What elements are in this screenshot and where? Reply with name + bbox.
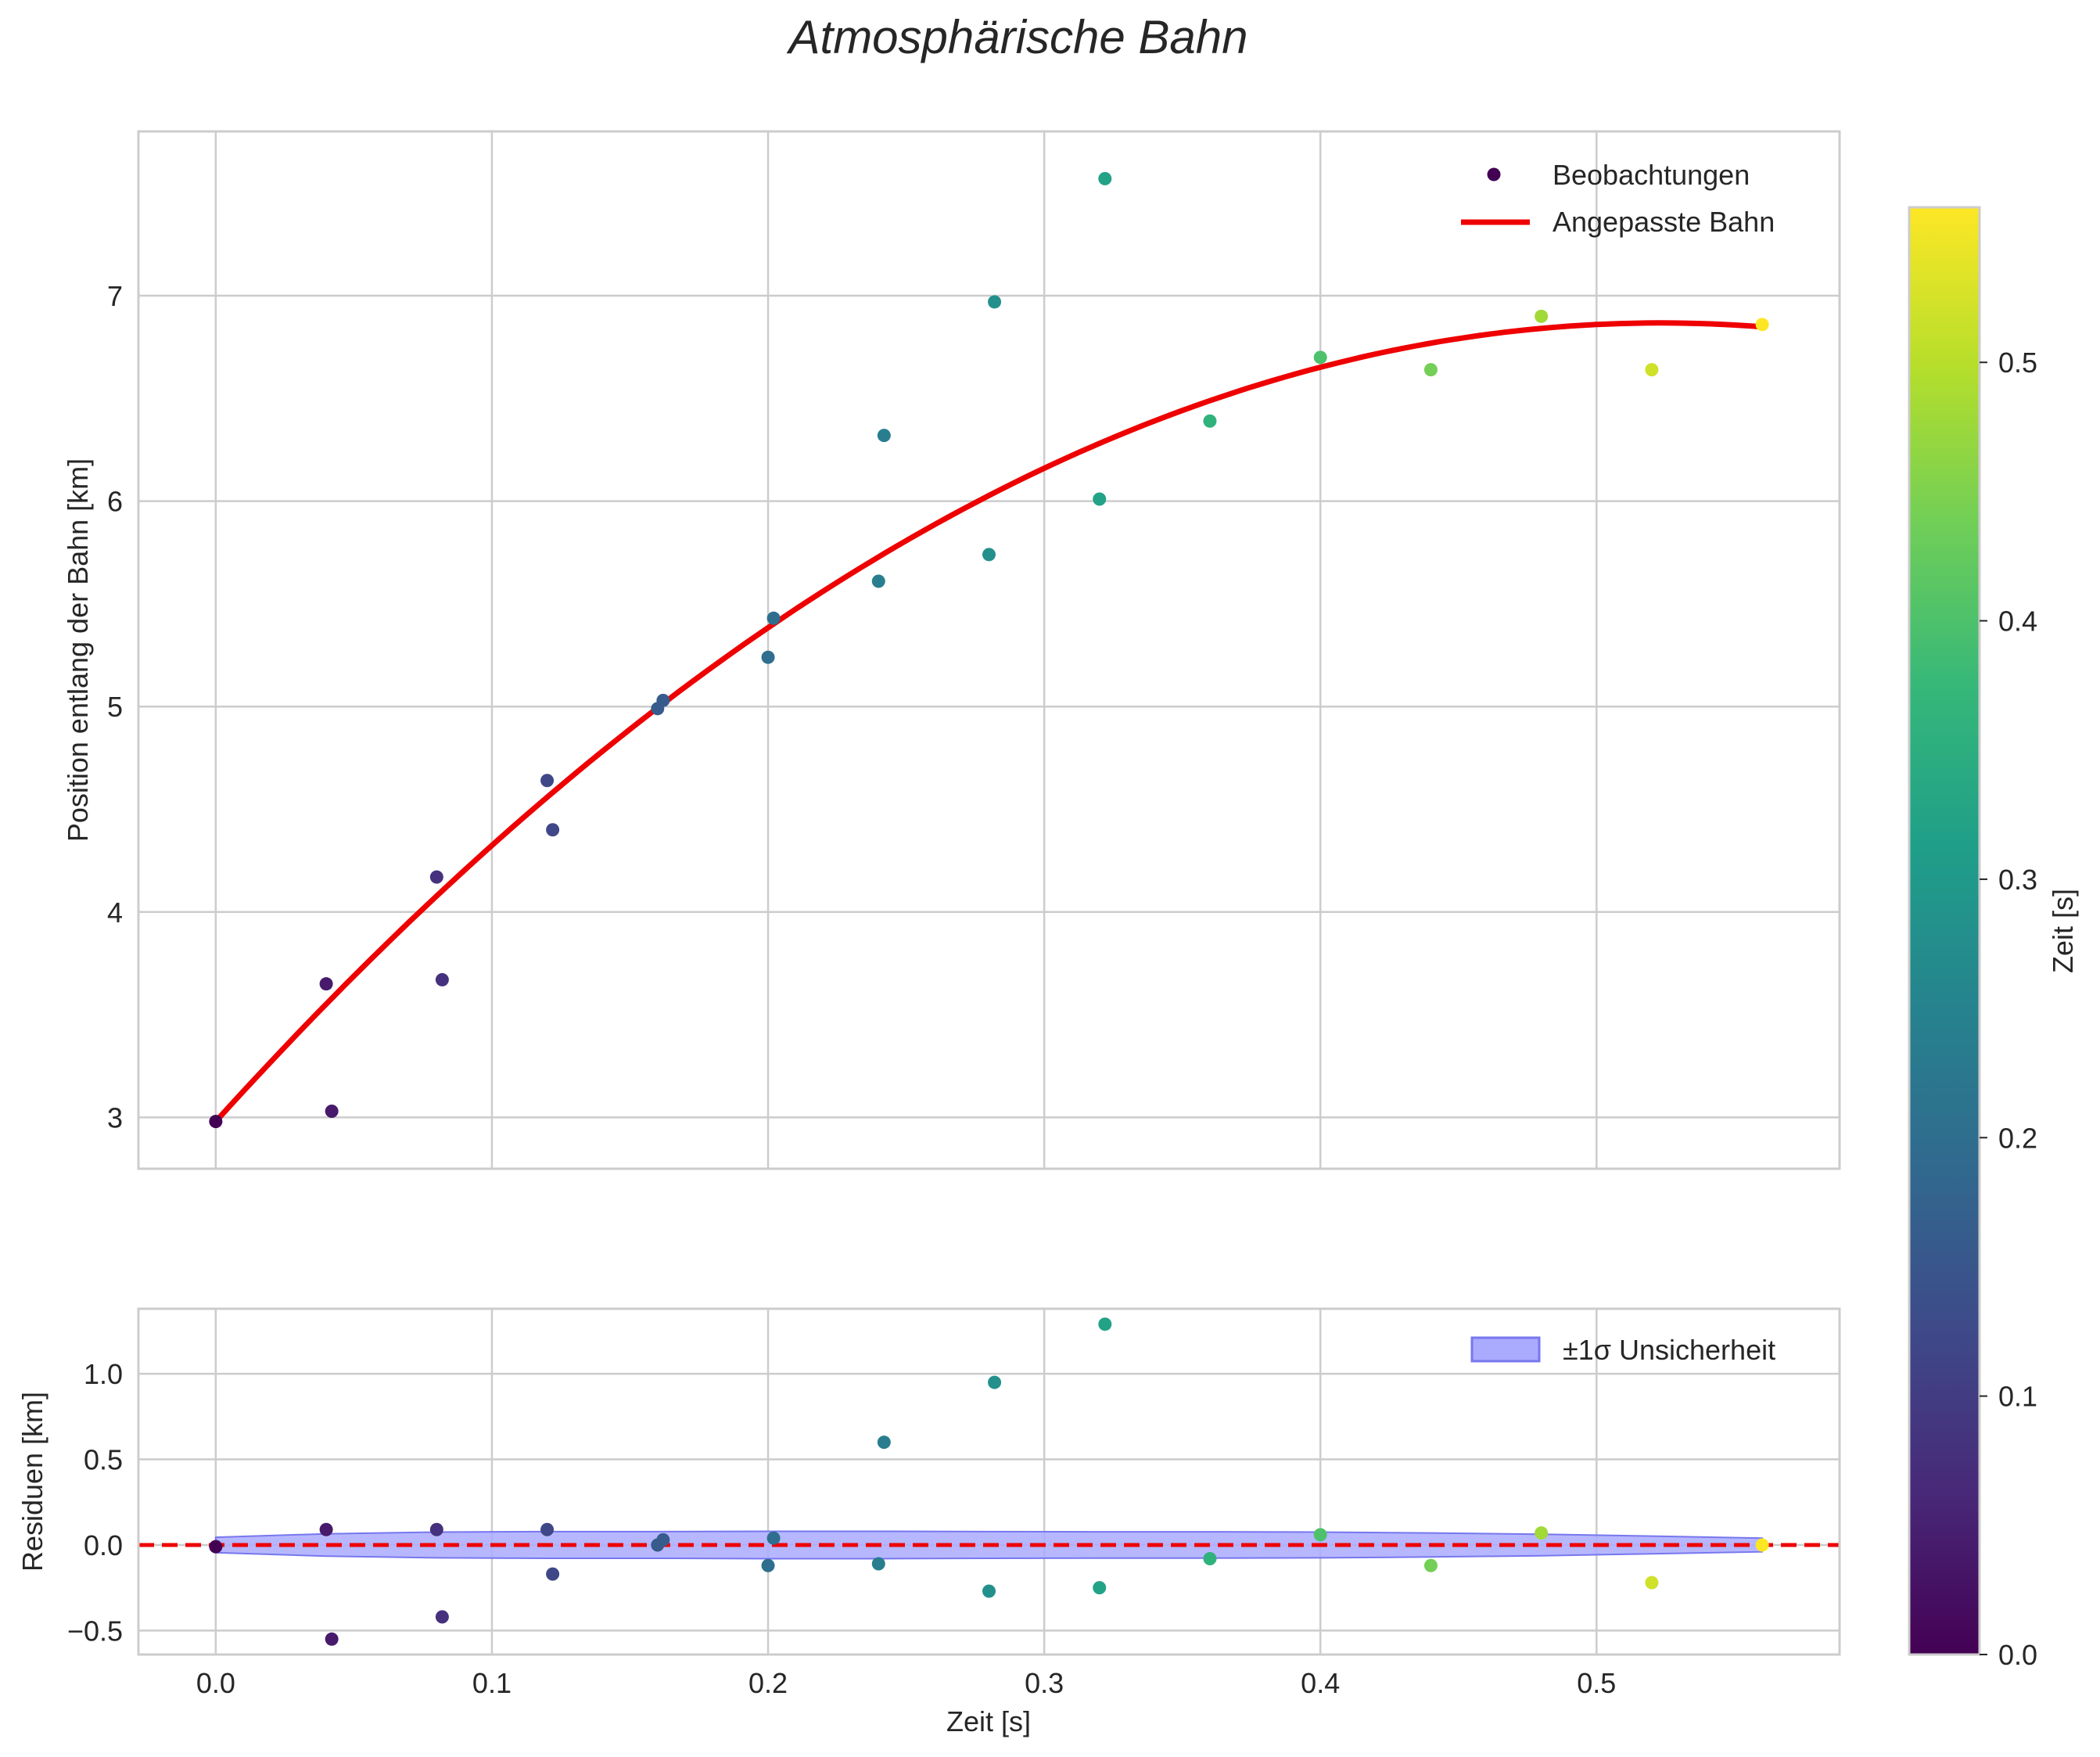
bottom-y-tick-label: 1.0 <box>84 1358 123 1390</box>
x-tick-label: 0.4 <box>1301 1667 1340 1699</box>
observation-point <box>1535 309 1549 323</box>
colorbar-tick-label: 0.5 <box>1998 347 2037 379</box>
bottom-y-tick-label: 0.5 <box>84 1444 123 1476</box>
residual-point <box>988 1375 1002 1389</box>
residual-point <box>325 1632 339 1646</box>
observation-point <box>209 1115 223 1129</box>
top-y-tick-label: 6 <box>107 486 123 518</box>
bottom-legend: ±1σ Unsicherheit <box>1470 1334 1775 1366</box>
residual-point <box>546 1567 560 1581</box>
top-y-tick-label: 3 <box>107 1101 123 1134</box>
residual-points <box>209 1317 1769 1646</box>
legend-marker-observations <box>1487 167 1501 181</box>
fit-curve-layer <box>214 320 1763 1123</box>
observation-point <box>761 650 775 664</box>
colorbar: 0.0 0.1 0.2 0.3 0.4 0.5 Zeit [s] <box>1908 206 2079 1671</box>
observation-point <box>319 977 333 991</box>
observation-point <box>546 823 560 837</box>
observation-point <box>871 574 885 588</box>
observation-point <box>982 548 996 562</box>
observation-point <box>656 693 670 707</box>
colorbar-tick-label: 0.0 <box>1998 1639 2037 1671</box>
residual-point <box>656 1532 670 1547</box>
residual-point <box>435 1610 449 1624</box>
observation-point <box>1755 318 1769 332</box>
observation-points <box>209 171 1769 1129</box>
top-y-tick-label: 5 <box>107 691 123 723</box>
residuals-panel: −0.5 0.0 0.5 1.0 0.0 0.1 0.2 0.3 0.4 0.5 Residue… <box>16 1307 1841 1737</box>
residual-point <box>1093 1581 1107 1595</box>
legend-swatch-uncertainty <box>1470 1336 1541 1363</box>
observation-point <box>325 1104 339 1118</box>
observation-point <box>1313 350 1327 365</box>
x-axis-label: Zeit [s] <box>946 1705 1031 1737</box>
residual-point <box>766 1531 781 1545</box>
observation-point <box>1203 414 1217 428</box>
top-axes-frame <box>137 130 1841 1170</box>
residual-point <box>540 1522 555 1536</box>
residual-point <box>1755 1538 1769 1552</box>
colorbar-tick-label: 0.1 <box>1998 1381 2037 1413</box>
trajectory-panel: 3 4 5 6 7 Position entlang der Bahn [km] Beo… <box>62 130 1841 1170</box>
bottom-axes-frame <box>137 1307 1841 1656</box>
top-y-tick-label: 7 <box>107 280 123 312</box>
residual-point <box>1535 1526 1549 1540</box>
colorbar-tick-label: 0.4 <box>1998 605 2037 638</box>
observation-point <box>988 295 1002 309</box>
fit-curve <box>214 320 1763 1123</box>
observation-point <box>766 611 781 625</box>
observation-point <box>1098 171 1112 185</box>
residual-point <box>1645 1576 1659 1590</box>
observation-point <box>1423 363 1438 377</box>
chart-title: Atmosphärische Bahn <box>787 11 1248 63</box>
residual-point <box>871 1557 885 1571</box>
bottom-y-tick-label: 0.0 <box>84 1529 123 1561</box>
colorbar-gradient <box>1909 207 1980 1655</box>
top-legend: Beobachtungen Angepasste Bahn <box>1461 159 1775 238</box>
residual-point <box>761 1558 775 1572</box>
bottom-y-tick-labels: −0.5 0.0 0.5 1.0 <box>67 1358 123 1647</box>
residual-point <box>1313 1528 1327 1542</box>
observation-point <box>429 870 443 884</box>
x-tick-label: 0.2 <box>748 1667 788 1699</box>
top-y-tick-labels: 3 4 5 6 7 <box>107 280 123 1134</box>
residual-point <box>982 1584 996 1598</box>
residual-point <box>1098 1317 1112 1331</box>
bottom-y-tick-label: −0.5 <box>67 1615 123 1647</box>
residual-point <box>877 1435 891 1450</box>
bottom-y-axis-label: Residuen [km] <box>16 1392 48 1572</box>
observation-point <box>1093 492 1107 506</box>
x-tick-label: 0.5 <box>1577 1667 1616 1699</box>
observation-point <box>1645 363 1659 377</box>
observation-point <box>435 972 449 986</box>
colorbar-label: Zeit [s] <box>2047 889 2079 973</box>
observation-point <box>877 429 891 443</box>
colorbar-frame <box>1908 206 1981 1656</box>
observation-point <box>540 774 555 788</box>
colorbar-tick-label: 0.3 <box>1998 864 2037 896</box>
legend-label-uncertainty: ±1σ Unsicherheit <box>1563 1334 1775 1366</box>
residual-point <box>209 1540 223 1554</box>
x-tick-label: 0.0 <box>196 1667 235 1699</box>
colorbar-tick-label: 0.2 <box>1998 1122 2037 1154</box>
x-tick-label: 0.1 <box>472 1667 512 1699</box>
residual-point <box>429 1522 443 1536</box>
residual-point <box>1203 1551 1217 1565</box>
top-y-tick-label: 4 <box>107 896 123 929</box>
legend-label-fit: Angepasste Bahn <box>1553 206 1775 238</box>
colorbar-tick-labels: 0.0 0.1 0.2 0.3 0.4 0.5 <box>1980 347 2037 1671</box>
bottom-x-tick-labels: 0.0 0.1 0.2 0.3 0.4 0.5 <box>196 1667 1616 1699</box>
residual-point <box>319 1522 333 1536</box>
legend-label-observations: Beobachtungen <box>1553 159 1750 191</box>
top-y-axis-label: Position entlang der Bahn [km] <box>62 458 94 842</box>
top-grid <box>138 131 1840 1169</box>
residual-point <box>1423 1558 1438 1572</box>
x-tick-label: 0.3 <box>1025 1667 1064 1699</box>
